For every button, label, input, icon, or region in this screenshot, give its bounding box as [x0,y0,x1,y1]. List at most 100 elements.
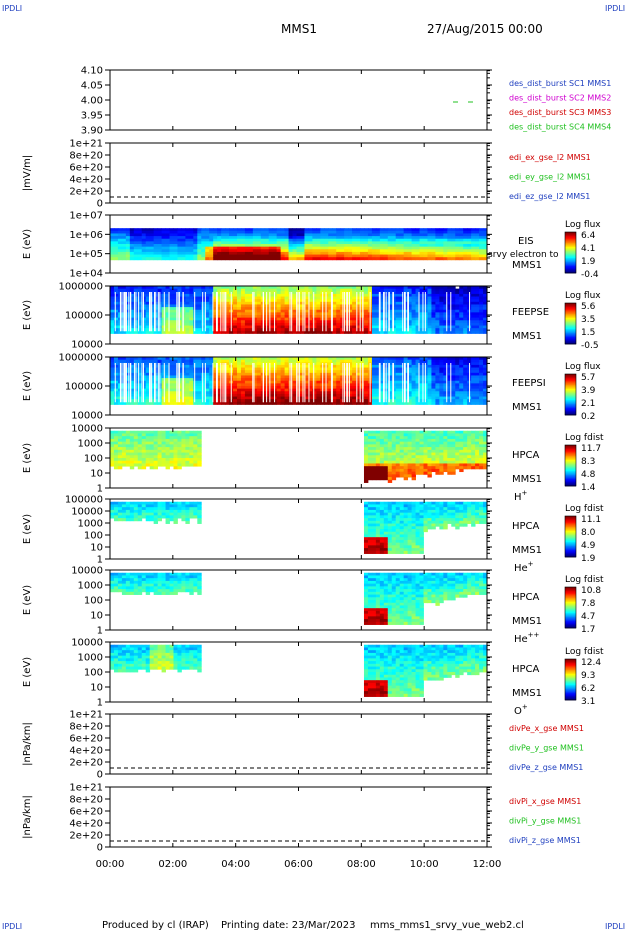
heatmap-cell [225,230,230,234]
heatmap-cell [316,320,321,324]
heatmap-cell [240,393,246,397]
heatmap-cell [121,236,127,240]
heatmap-cell [288,249,293,253]
heatmap-cell [399,325,405,329]
heatmap-cell [356,228,361,232]
heatmap-cell [463,238,468,242]
heatmap-cell [129,383,135,387]
heatmap-cell [423,359,428,363]
heatmap-cell [189,304,194,308]
heatmap-cell [352,386,357,390]
heatmap-cell [431,257,436,261]
heatmap-cell [233,388,238,392]
heatmap-cell [153,359,159,363]
heatmap-cell [407,386,412,390]
heatmap-cell [201,228,206,232]
colorbar-cell [565,242,576,245]
heatmap-cell [248,238,254,242]
heatmap-cell [272,230,278,234]
heatmap-cell [205,328,210,332]
heatmap-cell [308,367,313,371]
heatmap-cell [395,372,401,376]
heatmap-cell [479,362,484,366]
heatmap-cell [165,383,170,387]
heatmap-cell [463,312,468,316]
heatmap-cell [411,359,416,363]
heatmap-cell [217,236,222,240]
heatmap-cell [233,399,238,403]
heatmap-cell [169,372,174,376]
y-tick-label: 3.95 [81,111,103,122]
heatmap-cell [133,257,139,261]
heatmap-cell [483,364,488,368]
heatmap-cell [260,286,266,290]
heatmap-cell [447,293,452,297]
heatmap-cell [391,244,397,248]
heatmap-cell [292,317,297,321]
heatmap-cell [332,359,337,363]
heatmap-cell [443,380,448,384]
heatmap-cell [427,301,432,305]
heatmap-cell [221,241,226,245]
colorbar-cell [565,240,576,242]
heatmap-cell [399,257,405,261]
heatmap-cell [375,254,381,258]
heatmap-cell [110,257,115,261]
heatmap-cell [205,372,210,376]
heatmap-cell [391,401,397,405]
heatmap-cell [463,359,468,363]
spacecraft-label: MMS1 [512,331,542,342]
heatmap-cell [145,359,151,363]
heatmap-cell [221,288,226,292]
heatmap-cell [284,291,289,295]
colorbar-cell [565,248,576,251]
heatmap-cell [256,228,262,232]
heatmap-cell [375,307,381,311]
heatmap-cell [455,299,460,303]
heatmap-cell [407,325,412,329]
heatmap-cell [360,293,365,297]
heatmap-cell [332,246,337,250]
heatmap-cell [284,254,289,258]
heatmap-cell [399,291,405,295]
heatmap-cell [117,401,123,405]
heatmap-cell [189,330,194,334]
heatmap-cell [268,246,274,250]
heatmap-cell [217,320,222,324]
heatmap-cell [177,249,182,253]
heatmap-cell [328,309,333,313]
heatmap-cell [475,249,480,253]
heatmap-cell [475,315,480,319]
heatmap-cell [431,254,436,258]
heatmap-cell [332,304,337,308]
heatmap-cell [268,320,274,324]
heatmap-cell [161,238,166,242]
heatmap-cell [403,364,409,368]
heatmap-cell [395,325,401,329]
heatmap-cell [197,296,202,300]
heatmap-cell [352,246,357,250]
heatmap-cell [288,254,293,258]
heatmap-cell [145,286,151,290]
heatmap-cell [209,296,214,300]
heatmap-cell [248,362,254,366]
heatmap-cell [153,286,159,290]
heatmap-cell [292,396,297,400]
heatmap-cell [280,249,286,253]
heatmap-cell [447,317,452,321]
heatmap-cell [244,304,250,308]
heatmap-cell [387,312,393,316]
heatmap-cell [217,364,222,368]
heatmap-cell [387,288,393,292]
heatmap-cell [292,291,297,295]
heatmap-cell [451,230,456,234]
heatmap-cell [137,291,143,295]
colorbar-title: Log flux [565,291,601,301]
heatmap-cell [217,288,222,292]
heatmap-cell [217,391,222,395]
heatmap-cell [407,315,412,319]
heatmap-cell [403,230,409,234]
heatmap-cell [268,367,274,371]
heatmap-cell [165,396,170,400]
heatmap-cell [296,330,301,334]
